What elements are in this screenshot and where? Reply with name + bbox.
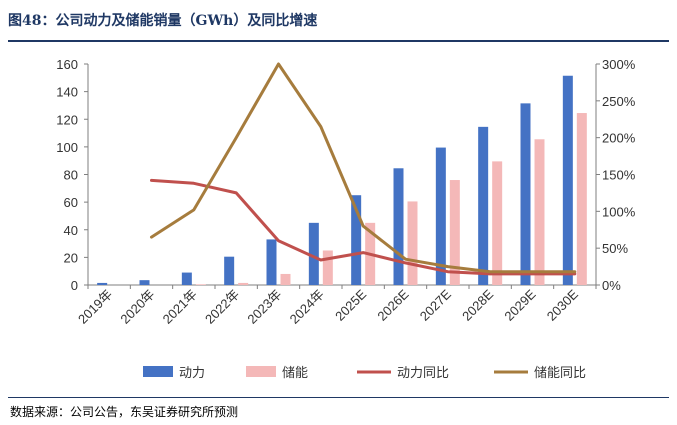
right-tick-label: 250% — [602, 94, 636, 109]
bar-动力 — [435, 147, 446, 285]
x-tick-label: 2022年 — [202, 287, 242, 327]
left-tick-label: 120 — [56, 112, 78, 127]
legend-swatch-动力 — [143, 366, 173, 377]
right-tick-label: 150% — [602, 168, 636, 183]
bar-动力 — [266, 239, 277, 285]
left-tick-label: 160 — [56, 57, 78, 72]
bar-储能 — [280, 273, 291, 285]
x-axis-ticks: 2019年 2020年 2021年 2022年 2023年 2024年 2025E 2026E… — [75, 286, 581, 326]
line-动力同比 — [150, 178, 577, 276]
bar-动力 — [181, 272, 192, 285]
bar-动力 — [562, 75, 573, 285]
right-tick-label: 0% — [602, 278, 621, 293]
bar-储能 — [322, 250, 333, 285]
bar-储能 — [238, 282, 249, 285]
bar-动力 — [308, 222, 319, 285]
left-tick-label: 20 — [64, 250, 78, 265]
chart-lines — [150, 62, 577, 276]
line-储能同比 — [150, 62, 577, 274]
bar-储能 — [492, 161, 503, 285]
bar-储能 — [449, 180, 460, 285]
bar-动力 — [520, 103, 531, 285]
chart-title: 图48：公司动力及储能销量（GWh）及同比增速 — [8, 13, 318, 29]
right-tick-label: 200% — [602, 131, 636, 146]
source-note: 数据来源：公司公告，东吴证券研究所预测 — [10, 405, 239, 419]
bar-储能 — [195, 284, 206, 285]
legend-label-动力同比: 动力同比 — [397, 366, 449, 381]
left-tick-label: 40 — [64, 223, 78, 238]
x-tick-label: 2021年 — [160, 287, 200, 327]
x-tick-label: 2026E — [374, 286, 411, 323]
x-tick-label: 2020年 — [117, 287, 157, 327]
right-tick-label: 100% — [602, 204, 636, 219]
chart-bars — [97, 75, 587, 285]
legend-label-储能同比: 储能同比 — [534, 366, 586, 381]
x-tick-label: 2030E — [544, 286, 581, 323]
left-tick-label: 100 — [56, 140, 78, 155]
x-tick-label: 2029E — [501, 286, 538, 323]
bar-储能 — [576, 113, 587, 285]
left-tick-label: 0 — [71, 278, 78, 293]
bar-动力 — [351, 195, 362, 285]
right-tick-label: 300% — [602, 57, 636, 72]
source-rule — [8, 397, 669, 398]
legend-label-动力: 动力 — [179, 366, 205, 381]
left-tick-label: 140 — [56, 85, 78, 100]
x-tick-label: 2025E — [332, 286, 369, 323]
x-tick-label: 2023年 — [244, 287, 284, 327]
x-tick-label: 2024年 — [287, 287, 327, 327]
legend-swatch-储能 — [246, 366, 276, 377]
bar-动力 — [139, 280, 150, 285]
bar-动力 — [97, 282, 108, 285]
bar-动力 — [478, 126, 489, 285]
legend-label-储能: 储能 — [282, 366, 308, 381]
bar-动力 — [224, 256, 235, 285]
left-tick-label: 80 — [64, 168, 78, 183]
x-tick-label: 2028E — [459, 286, 496, 323]
bar-动力 — [393, 168, 404, 285]
chart-legend: 动力 储能 动力同比 储能同比 — [143, 366, 586, 381]
left-tick-label: 60 — [64, 195, 78, 210]
x-tick-label: 2019年 — [75, 287, 115, 327]
right-tick-label: 50% — [602, 241, 628, 256]
chart: 0 20 40 60 80 100 120 140 160 0% 50% 100% 150% 200% 25… — [56, 57, 635, 381]
title-rule — [8, 40, 669, 42]
chart-axes: 0 20 40 60 80 100 120 140 160 0% 50% 100% 150% 200% 25… — [56, 57, 635, 293]
bar-储能 — [407, 201, 418, 285]
bar-储能 — [534, 139, 545, 285]
x-tick-label: 2027E — [417, 286, 454, 323]
